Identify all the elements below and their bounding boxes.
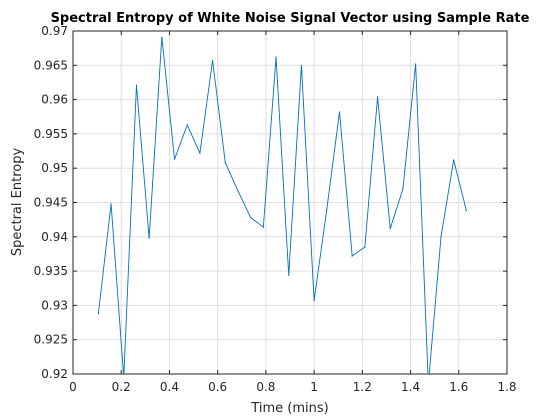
data-point	[428, 384, 429, 385]
y-tick-label: 0.94	[41, 230, 68, 244]
x-tick-label: 0	[69, 380, 77, 394]
chart-title: Spectral Entropy of White Noise Signal V…	[51, 11, 530, 26]
data-point	[186, 124, 188, 126]
data-point	[110, 203, 112, 205]
x-tick-label: 1.4	[401, 380, 420, 394]
data-point	[389, 227, 391, 230]
y-axis-label: Spectral Entropy	[10, 148, 25, 257]
data-point	[135, 84, 138, 86]
y-tick-label: 0.925	[34, 333, 68, 347]
axis-ticks: 0 0.2 0.4 0.6 0.8 1 1.2 1.4 1.6 1.8 0.92 0.925 0.93 0…	[34, 24, 517, 394]
data-point	[440, 236, 442, 238]
data-point	[161, 36, 163, 38]
data-point	[453, 159, 455, 161]
y-tick-label: 0.92	[41, 367, 68, 381]
data-point	[402, 188, 404, 190]
data-point	[250, 216, 252, 219]
x-tick-label: 0.8	[256, 380, 275, 394]
data-point	[275, 56, 277, 58]
data-point	[148, 237, 150, 239]
data-point	[376, 96, 379, 98]
data-point	[415, 63, 417, 65]
data-point	[288, 274, 290, 276]
y-tick-label: 0.93	[41, 298, 68, 312]
y-tick-label: 0.97	[41, 24, 68, 38]
data-point	[123, 377, 124, 378]
data-point	[364, 246, 366, 248]
y-tick-label: 0.96	[41, 93, 68, 107]
data-point	[262, 226, 264, 228]
grid	[72, 30, 508, 375]
x-tick-label: 1.2	[353, 380, 372, 394]
data-point	[199, 152, 201, 154]
x-tick-label: 0.4	[160, 380, 179, 394]
data-point	[211, 59, 214, 62]
y-tick-label: 0.965	[34, 58, 68, 72]
data-point	[313, 299, 315, 302]
data-point	[326, 208, 328, 210]
data-point	[173, 158, 176, 160]
series-line	[97, 37, 467, 374]
data-point	[237, 190, 239, 192]
series-layer	[97, 36, 467, 385]
y-tick-label: 0.955	[34, 127, 68, 141]
data-point	[300, 64, 303, 66]
y-tick-label: 0.95	[41, 161, 68, 175]
data-point	[338, 111, 341, 113]
data-point	[224, 162, 226, 164]
x-axis-label: Time (mins)	[250, 401, 328, 416]
x-tick-label: 0.6	[208, 380, 227, 394]
x-tick-label: 1.8	[497, 380, 516, 394]
x-tick-label: 1.6	[449, 380, 468, 394]
y-tick-label: 0.945	[34, 196, 68, 210]
data-point	[465, 210, 467, 212]
y-tick-label: 0.935	[34, 264, 68, 278]
x-tick-label: 1	[310, 380, 318, 394]
data-point	[351, 255, 353, 257]
x-tick-label: 0.2	[112, 380, 131, 394]
data-point	[97, 313, 99, 315]
